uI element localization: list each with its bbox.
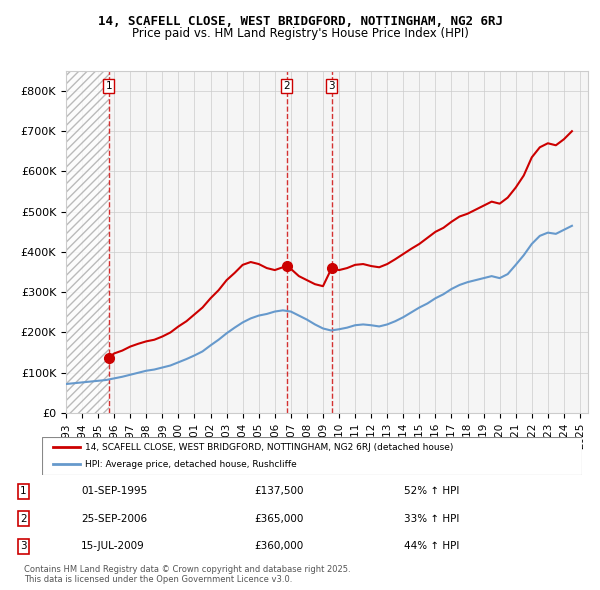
Text: 1: 1 [106, 81, 112, 91]
Text: 14, SCAFELL CLOSE, WEST BRIDGFORD, NOTTINGHAM, NG2 6RJ: 14, SCAFELL CLOSE, WEST BRIDGFORD, NOTTI… [97, 15, 503, 28]
Text: 15-JUL-2009: 15-JUL-2009 [81, 541, 145, 551]
Text: Contains HM Land Registry data © Crown copyright and database right 2025.
This d: Contains HM Land Registry data © Crown c… [24, 565, 350, 584]
Text: 14, SCAFELL CLOSE, WEST BRIDGFORD, NOTTINGHAM, NG2 6RJ (detached house): 14, SCAFELL CLOSE, WEST BRIDGFORD, NOTTI… [85, 443, 454, 452]
Text: 33% ↑ HPI: 33% ↑ HPI [404, 514, 459, 524]
Text: 1: 1 [20, 486, 27, 496]
Text: 2: 2 [20, 514, 27, 524]
Text: 01-SEP-1995: 01-SEP-1995 [81, 486, 148, 496]
Text: £137,500: £137,500 [254, 486, 304, 496]
Text: 25-SEP-2006: 25-SEP-2006 [81, 514, 147, 524]
Bar [66, 71, 109, 413]
Text: 3: 3 [20, 541, 27, 551]
Text: HPI: Average price, detached house, Rushcliffe: HPI: Average price, detached house, Rush… [85, 460, 297, 468]
Text: 52% ↑ HPI: 52% ↑ HPI [404, 486, 459, 496]
Text: £360,000: £360,000 [254, 541, 303, 551]
Text: Price paid vs. HM Land Registry's House Price Index (HPI): Price paid vs. HM Land Registry's House … [131, 27, 469, 40]
Text: 2: 2 [283, 81, 290, 91]
Text: 3: 3 [328, 81, 335, 91]
FancyBboxPatch shape [42, 437, 582, 475]
Text: 44% ↑ HPI: 44% ↑ HPI [404, 541, 459, 551]
Text: £365,000: £365,000 [254, 514, 303, 524]
